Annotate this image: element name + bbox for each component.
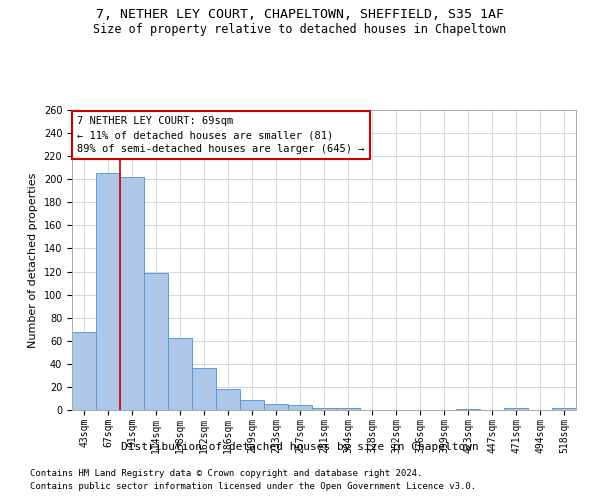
Bar — [144, 272, 168, 410]
Bar — [336, 408, 360, 410]
Bar — [312, 408, 336, 410]
Text: Distribution of detached houses by size in Chapeltown: Distribution of detached houses by size … — [121, 442, 479, 452]
Bar — [72, 332, 96, 410]
Text: Size of property relative to detached houses in Chapeltown: Size of property relative to detached ho… — [94, 22, 506, 36]
Bar — [504, 408, 528, 410]
Bar — [216, 389, 240, 410]
Bar — [264, 404, 288, 410]
Bar — [240, 400, 264, 410]
Text: Contains HM Land Registry data © Crown copyright and database right 2024.: Contains HM Land Registry data © Crown c… — [30, 468, 422, 477]
Bar — [168, 338, 192, 410]
Bar — [192, 368, 216, 410]
Text: Contains public sector information licensed under the Open Government Licence v3: Contains public sector information licen… — [30, 482, 476, 491]
Text: 7, NETHER LEY COURT, CHAPELTOWN, SHEFFIELD, S35 1AF: 7, NETHER LEY COURT, CHAPELTOWN, SHEFFIE… — [96, 8, 504, 20]
Bar — [552, 408, 576, 410]
Text: 7 NETHER LEY COURT: 69sqm
← 11% of detached houses are smaller (81)
89% of semi-: 7 NETHER LEY COURT: 69sqm ← 11% of detac… — [77, 116, 365, 154]
Bar — [96, 174, 120, 410]
Bar — [288, 406, 312, 410]
Y-axis label: Number of detached properties: Number of detached properties — [28, 172, 38, 348]
Bar — [120, 177, 144, 410]
Bar — [456, 409, 480, 410]
